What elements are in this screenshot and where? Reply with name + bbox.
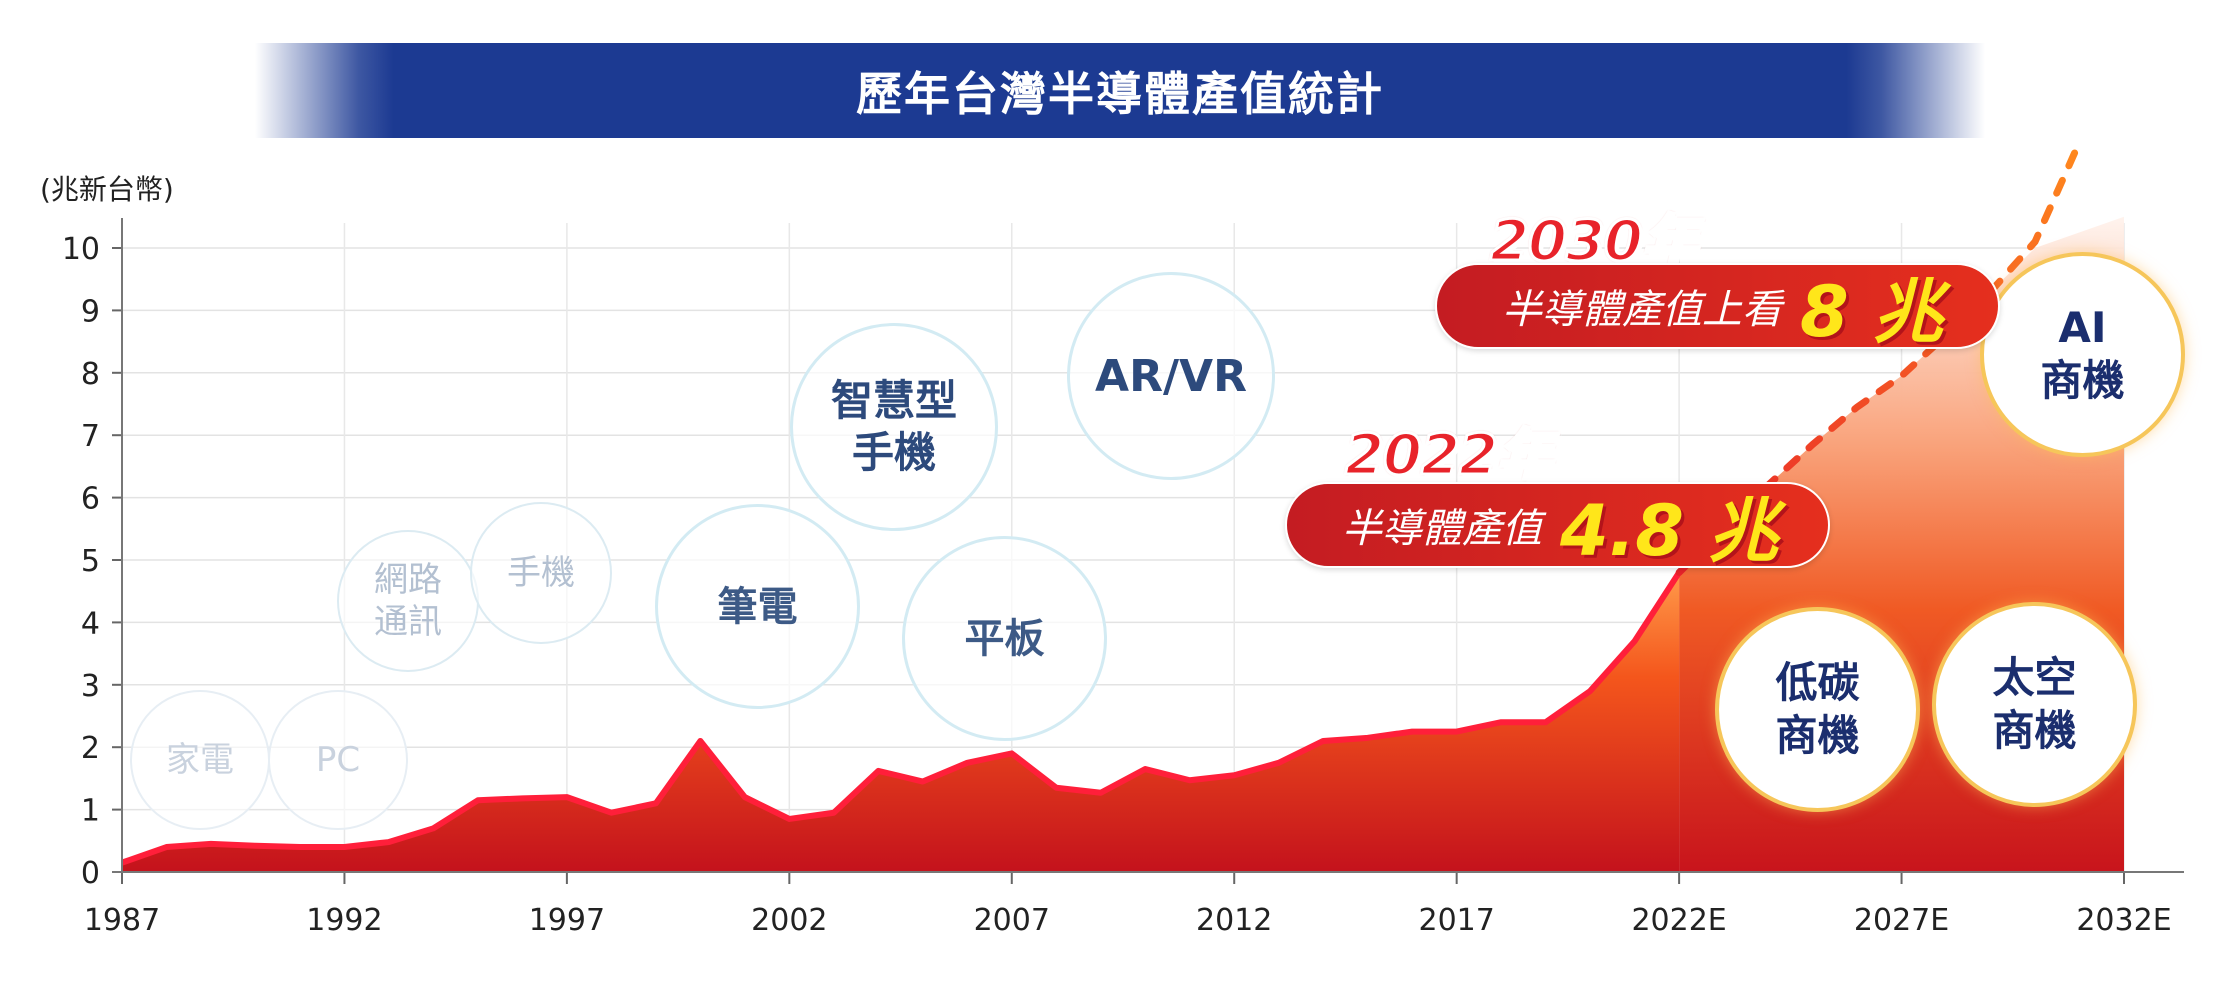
y-tick-label: 2 [81,731,100,766]
x-tick-label: 1992 [306,903,382,938]
bubble-space: 太空 商機 [1932,602,2137,807]
bubble-ai: AI 商機 [1980,252,2185,457]
x-tick-label: 2027E [1854,903,1949,938]
axes: 0 1 2 3 4 5 6 7 8 9 10 1987 1992 1997 2002 2007 2012 2017… [62,218,2184,938]
actual-area [122,572,1680,872]
x-tick-label: 2022E [1631,903,1726,938]
annotation-2030-value: 8 兆 [1800,270,1944,353]
y-tick-label: 5 [81,544,100,579]
x-tick-label: 1987 [84,903,160,938]
annotation-2022-pill: 半導體產值 4.8 兆 [1285,482,1830,572]
y-tick-label: 9 [81,294,100,329]
bubble-arvr: AR/VR [1067,272,1275,480]
annotation-2022-text: 半導體產值 [1342,506,1542,552]
bubble-notebook: 筆電 [655,504,860,709]
y-tick-label: 7 [81,419,100,454]
bubble-pc: PC [268,690,408,830]
y-tick-label: 0 [81,856,100,891]
y-tick-label: 8 [81,357,100,392]
y-tick-label: 4 [81,606,100,641]
y-tick-label: 10 [62,232,100,267]
title-banner: 歷年台灣半導體產值統計 [255,43,1985,138]
bubble-low-carbon: 低碳 商機 [1715,607,1920,812]
annotation-2022-value: 4.8 兆 [1560,489,1779,572]
bubble-mobile-phone: 手機 [470,502,612,644]
annotation-2030-text: 半導體產值上看 [1502,287,1782,333]
bubble-networking: 網路 通訊 [337,530,479,672]
annotation-2022-year: 2022年 [1344,422,1555,490]
x-tick-label: 2002 [751,903,827,938]
bubble-tablet: 平板 [902,536,1107,741]
bubble-home-appliance: 家電 [130,690,270,830]
y-tick-label: 6 [81,482,100,517]
y-tick-label: 3 [81,669,100,704]
bubble-smartphone: 智慧型 手機 [790,323,998,531]
y-tick-label: 1 [81,794,100,829]
x-tick-label: 2017 [1418,903,1494,938]
x-tick-label: 2007 [974,903,1050,938]
chart-title: 歷年台灣半導體產值統計 [856,66,1384,121]
actual-line [121,570,1682,866]
x-tick-label: 2032E [2076,903,2171,938]
x-tick-label: 2012 [1196,903,1272,938]
annotation-2030-pill: 半導體產值上看 8 兆 [1435,263,2000,353]
y-axis-unit-label: (兆新台幣) [40,173,174,206]
x-tick-label: 1997 [529,903,605,938]
